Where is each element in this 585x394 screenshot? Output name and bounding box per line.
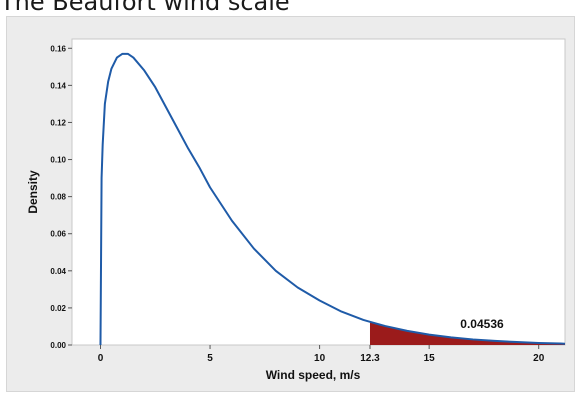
y-tick-label: 0.00 [50,341,66,350]
plot-area [71,38,566,346]
y-axis-label: Density [26,170,40,214]
y-tick-label: 0.14 [50,81,66,90]
shaded-tail-area [369,321,565,345]
x-axis-label: Wind speed, m/s [266,368,361,382]
x-tick-label: 15 [424,353,436,364]
x-tick-label: 5 [207,353,213,364]
x-tick-label: 0 [98,353,104,364]
y-tick-label: 0.12 [50,118,66,127]
chart-frame: 0.00 0.02 0.04 0.06 0.08 0.10 0.12 0.14 0.16 0 5 10… [6,16,575,392]
y-tick-label: 0.02 [50,304,66,313]
density-curve [99,52,566,346]
y-tick-label: 0.16 [50,44,66,53]
x-tick-label: 10 [314,353,326,364]
shaded-area-value: 0.04536 [460,317,504,331]
y-tick-label: 0.04 [50,267,66,276]
page-caption: The Beaufort wind scale [0,0,290,16]
x-tick-label: 12.3 [360,353,380,364]
density-chart: 0.00 0.02 0.04 0.06 0.08 0.10 0.12 0.14 0.16 0 5 10… [26,38,566,382]
y-tick-label: 0.08 [50,193,66,202]
x-tick-label: 20 [533,353,545,364]
y-tick-label: 0.06 [50,230,66,239]
y-tick-label: 0.10 [50,156,66,165]
